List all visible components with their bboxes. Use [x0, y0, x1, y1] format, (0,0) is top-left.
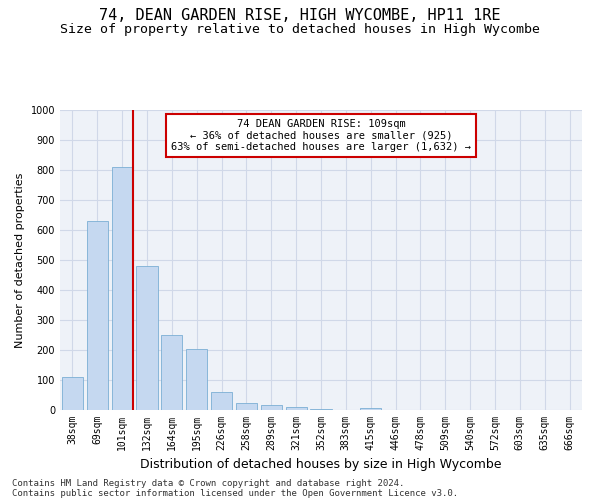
Bar — [87, 221, 108, 410]
Bar — [261, 405, 282, 410]
Bar — [112, 167, 133, 410]
Bar — [62, 377, 83, 410]
X-axis label: Distribution of detached houses by size in High Wycombe: Distribution of detached houses by size … — [140, 458, 502, 471]
Text: Contains HM Land Registry data © Crown copyright and database right 2024.: Contains HM Land Registry data © Crown c… — [12, 478, 404, 488]
Bar — [186, 348, 207, 410]
Text: 74 DEAN GARDEN RISE: 109sqm
← 36% of detached houses are smaller (925)
63% of se: 74 DEAN GARDEN RISE: 109sqm ← 36% of det… — [171, 119, 471, 152]
Text: Contains public sector information licensed under the Open Government Licence v3: Contains public sector information licen… — [12, 488, 458, 498]
Text: Size of property relative to detached houses in High Wycombe: Size of property relative to detached ho… — [60, 22, 540, 36]
Y-axis label: Number of detached properties: Number of detached properties — [15, 172, 25, 348]
Bar — [236, 402, 257, 410]
Bar — [136, 266, 158, 410]
Bar — [211, 392, 232, 410]
Text: 74, DEAN GARDEN RISE, HIGH WYCOMBE, HP11 1RE: 74, DEAN GARDEN RISE, HIGH WYCOMBE, HP11… — [99, 8, 501, 22]
Bar — [360, 408, 381, 410]
Bar — [161, 335, 182, 410]
Bar — [286, 407, 307, 410]
Bar — [310, 408, 332, 410]
